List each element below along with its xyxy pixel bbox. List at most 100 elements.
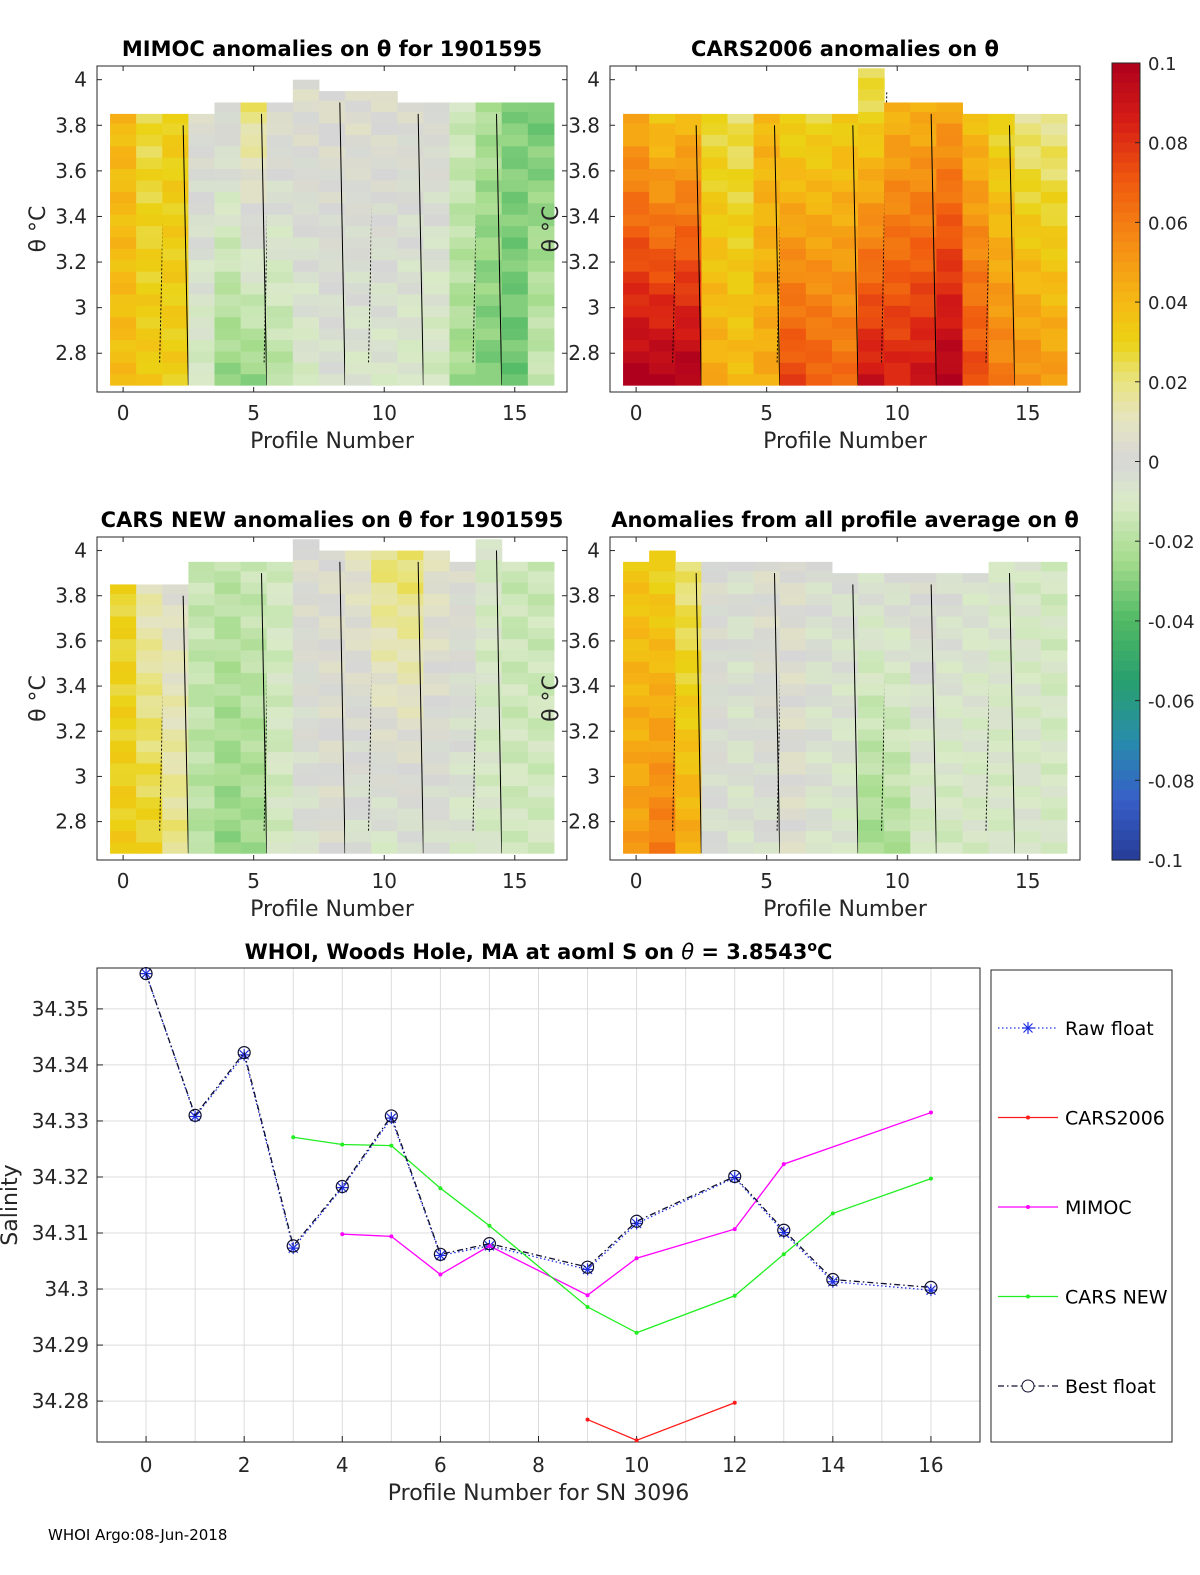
heatmap-cell	[240, 179, 268, 192]
heatmap-cell	[884, 145, 911, 158]
heatmap-cell	[475, 830, 503, 843]
heatmap-cell	[110, 762, 137, 775]
heatmap-cell	[345, 559, 372, 572]
heatmap-cell	[623, 604, 650, 617]
heatmap-cell	[371, 339, 398, 352]
heatmap-cell	[831, 695, 859, 707]
heatmap-cell	[345, 627, 372, 640]
heatmap-cell	[136, 728, 163, 741]
heatmap-cell	[110, 638, 137, 651]
heatmap-cell	[1014, 214, 1042, 227]
heatmap-cell	[988, 236, 1016, 249]
heatmap-cell	[779, 202, 807, 215]
heatmap-cell	[423, 225, 450, 238]
heatmap-cell	[266, 102, 294, 113]
heatmap-cell	[318, 683, 346, 696]
heatmap-cell	[501, 339, 529, 352]
colorbar-swatch	[1112, 790, 1140, 801]
heatmap-cell	[527, 305, 555, 318]
heatmap-cell	[910, 695, 937, 707]
heatmap-cell	[701, 316, 728, 329]
heatmap-cell	[266, 604, 294, 617]
heatmap-cell	[214, 740, 242, 753]
heatmap-cell	[858, 717, 885, 730]
y-tick-label: 34.31	[32, 1221, 89, 1245]
x-tick-label: 15	[1015, 869, 1040, 893]
heatmap-cell	[292, 100, 320, 113]
heatmap-cell	[318, 328, 346, 341]
heatmap-cell	[988, 168, 1016, 181]
colorbar-swatch	[1112, 670, 1140, 682]
data-point	[585, 1293, 590, 1298]
x-tick-label: 10	[624, 1453, 649, 1477]
heatmap-cell	[240, 841, 268, 854]
heatmap-cell	[475, 282, 503, 295]
heatmap-cell	[527, 328, 555, 341]
heatmap-cell	[475, 111, 503, 124]
heatmap-cell	[214, 683, 242, 696]
heatmap-cell	[753, 134, 781, 147]
heatmap-cell	[266, 638, 294, 651]
heatmap-cell	[371, 111, 398, 124]
heatmap-cell	[345, 362, 372, 375]
heatmap-cell	[936, 157, 963, 170]
heatmap-cell	[675, 593, 702, 606]
heatmap-cell	[162, 373, 189, 386]
heatmap-cell	[527, 604, 555, 617]
heatmap-cell	[318, 145, 346, 158]
heatmap-cell	[162, 362, 189, 375]
heatmap-cell	[858, 316, 885, 329]
heatmap-cell	[910, 259, 937, 272]
colorbar-swatch	[1112, 282, 1140, 293]
heatmap-cell	[136, 225, 163, 238]
heatmap-cell	[779, 830, 807, 843]
heatmap-cell	[988, 717, 1016, 730]
heatmap-cell	[623, 649, 650, 662]
heatmap-cell	[475, 774, 503, 786]
heatmap-cell	[214, 841, 242, 854]
x-tick-label: 10	[371, 401, 396, 425]
y-tick-label: 4	[587, 539, 600, 563]
heatmap-cell	[527, 728, 555, 741]
heatmap-cell	[449, 728, 477, 741]
heatmap-cell	[188, 157, 215, 170]
heatmap-cell	[962, 841, 990, 854]
heatmap-cell	[910, 785, 937, 798]
heatmap-cell	[266, 111, 294, 124]
heatmap-cell	[1040, 774, 1068, 786]
y-axis-label: θ °C	[26, 675, 51, 722]
heatmap-cell	[214, 145, 242, 158]
y-tick-label: 2.8	[568, 341, 600, 365]
heatmap-cell	[623, 202, 650, 215]
heatmap-cell	[292, 841, 320, 854]
heatmap-cell	[292, 706, 320, 719]
heatmap-cell	[136, 695, 163, 707]
heatmap-cell	[910, 740, 937, 753]
heatmap-cell	[1040, 362, 1068, 375]
heatmap-cell	[371, 819, 398, 832]
colorbar-swatch	[1112, 102, 1140, 114]
heatmap-cell	[779, 706, 807, 719]
heatmap-cell	[345, 179, 372, 192]
heatmap-cell	[962, 282, 990, 295]
heatmap-cell	[962, 627, 990, 640]
heatmap-cell	[449, 717, 477, 730]
heatmap-cell	[727, 661, 755, 674]
heatmap-cell	[240, 214, 268, 227]
x-tick-label: 0	[117, 401, 130, 425]
heatmap-cell	[936, 638, 963, 651]
heatmap-cell	[266, 259, 294, 272]
heatmap-cell	[371, 191, 398, 204]
heatmap-cell	[475, 539, 503, 549]
heatmap-cell	[266, 672, 294, 685]
heatmap-cell	[936, 774, 963, 786]
heatmap-cell	[136, 661, 163, 674]
heatmap-cell	[884, 841, 911, 854]
heatmap-cell	[449, 808, 477, 820]
heatmap-cell	[753, 649, 781, 662]
heatmap-cell	[162, 179, 189, 192]
heatmap-cell	[988, 282, 1016, 295]
contour-line	[417, 113, 424, 386]
heatmap-cell	[988, 157, 1016, 170]
heatmap-cell	[884, 573, 911, 583]
